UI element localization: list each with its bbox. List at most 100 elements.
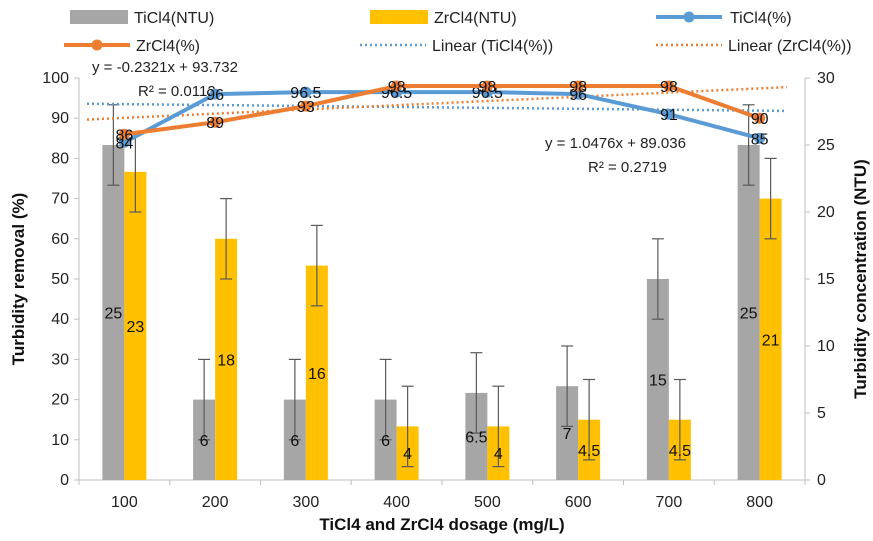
line-data-label: 96.5 xyxy=(472,85,503,102)
bar-data-label: 4.5 xyxy=(669,443,691,460)
y-tick-label: 50 xyxy=(51,271,69,288)
line-point xyxy=(754,132,766,144)
line-point xyxy=(391,80,403,92)
y2-axis-title: Turbidity concentration (NTU) xyxy=(851,159,870,399)
trendline-equation-zrcl4: y = 1.0476x + 89.036 xyxy=(545,135,686,152)
line-data-label: 96 xyxy=(569,87,587,104)
bar-data-label: 4 xyxy=(494,446,503,463)
bar-data-label: 6 xyxy=(200,433,209,450)
y2-tick-label: 30 xyxy=(817,70,835,87)
line-data-label: 91 xyxy=(660,107,678,124)
line-data-label: 84 xyxy=(115,135,133,152)
bar-ticl4 xyxy=(102,145,125,480)
line-point xyxy=(663,108,675,120)
bar-ticl4 xyxy=(465,392,488,480)
y-tick-label: 30 xyxy=(51,351,69,368)
line-data-label: 89 xyxy=(206,115,224,132)
x-tick-label: 800 xyxy=(746,494,773,511)
bar-zrcl4 xyxy=(215,238,238,480)
legend-label-zrcl4-ntu: ZrCl4(NTU) xyxy=(434,10,517,27)
line-data-label: 96 xyxy=(206,87,224,104)
line-point xyxy=(663,80,675,92)
bar-zrcl4 xyxy=(305,265,328,480)
line-point xyxy=(300,86,312,98)
y-tick-label: 100 xyxy=(42,70,69,87)
y-tick-label: 40 xyxy=(51,311,69,328)
y2-tick-label: 5 xyxy=(817,405,826,422)
bar-data-label: 18 xyxy=(217,352,235,369)
legend-marker-zrcl4-pct xyxy=(91,39,103,51)
plot-area: 0 10 20 30 40 50 60 70 80 90 100 0 5 10 15 20 25 30 100 200… xyxy=(42,70,835,511)
bar-data-label: 15 xyxy=(649,373,667,390)
legend-label-linear-ticl4: Linear (TiCl4(%)) xyxy=(432,38,553,55)
line-series-zrcl4 xyxy=(124,84,761,137)
legend-label-zrcl4-pct: ZrCl4(%) xyxy=(136,38,200,55)
line-data-label: 98 xyxy=(388,79,406,96)
legend: TiCl4(NTU) ZrCl4(NTU) TiCl4(%) ZrCl4(%) … xyxy=(64,10,852,55)
bar-data-label: 6 xyxy=(381,433,390,450)
line-point xyxy=(209,88,221,100)
line-point xyxy=(118,128,130,140)
line-data-label: 90 xyxy=(751,111,769,128)
trendline-r2-ticl4: R² = 0.0112 xyxy=(138,83,216,100)
x-axis-title: TiCl4 and ZrCl4 dosage (mg/L) xyxy=(319,515,564,534)
line-series-ticl4 xyxy=(123,90,761,145)
bar-zrcl4 xyxy=(759,198,782,480)
y-tick-label: 0 xyxy=(60,472,69,489)
bar-ticl4 xyxy=(646,279,669,480)
bar-data-label: 23 xyxy=(126,319,144,336)
bar-data-label: 25 xyxy=(740,306,758,323)
bar-zrcl4 xyxy=(124,171,147,481)
bar-data-label: 6 xyxy=(290,433,299,450)
line-point xyxy=(754,112,766,124)
line-data-label: 85 xyxy=(751,131,769,148)
y2-tick-label: 25 xyxy=(817,137,835,154)
line-data-label: 98 xyxy=(478,79,496,96)
line-point xyxy=(572,88,584,100)
x-tick-label: 300 xyxy=(293,494,320,511)
line-data-label: 98 xyxy=(660,79,678,96)
y-tick-label: 10 xyxy=(51,432,69,449)
legend-label-linear-zrcl4: Linear (ZrCl4(%)) xyxy=(728,38,852,55)
x-tick-label: 200 xyxy=(202,494,229,511)
y-tick-label: 60 xyxy=(51,231,69,248)
line-point xyxy=(300,100,312,112)
trendline xyxy=(86,102,788,113)
bar-data-label: 7 xyxy=(563,426,572,443)
legend-swatch-ticl4-ntu xyxy=(70,10,128,24)
y-tick-label: 20 xyxy=(51,392,69,409)
legend-label-ticl4-ntu: TiCl4(NTU) xyxy=(134,10,214,27)
y-tick-label: 70 xyxy=(51,191,69,208)
y2-tick-label: 10 xyxy=(817,338,835,355)
y2-tick-label: 15 xyxy=(817,271,835,288)
trendline-r2-zrcl4: R² = 0.2719 xyxy=(588,159,667,176)
bar-data-label: 6.5 xyxy=(465,429,487,446)
legend-label-ticl4-pct: TiCl4(%) xyxy=(730,10,792,27)
bar-data-label: 4.5 xyxy=(578,443,600,460)
legend-swatch-zrcl4-ntu xyxy=(370,10,428,24)
trendline-equation-ticl4: y = -0.2321x + 93.732 xyxy=(92,59,238,76)
line-point xyxy=(572,80,584,92)
line-data-label: 93 xyxy=(297,99,315,116)
y-tick-label: 80 xyxy=(51,150,69,167)
bar-data-label: 4 xyxy=(403,446,412,463)
line-point xyxy=(118,136,130,148)
bar-data-label: 16 xyxy=(308,366,326,383)
x-tick-label: 100 xyxy=(111,494,138,511)
line-data-label: 96.5 xyxy=(290,85,321,102)
legend-marker-ticl4-pct xyxy=(683,11,695,23)
trendline xyxy=(86,85,788,121)
x-tick-label: 400 xyxy=(383,494,410,511)
bar-ticl4 xyxy=(737,145,760,480)
y-tick-label: 90 xyxy=(51,110,69,127)
line-data-label: 86 xyxy=(115,127,133,144)
y2-tick-label: 20 xyxy=(817,204,835,221)
bar-data-label: 25 xyxy=(104,306,122,323)
line-data-label: 98 xyxy=(569,79,587,96)
x-tick-label: 600 xyxy=(565,494,592,511)
bar-ticl4 xyxy=(556,386,579,480)
y2-tick-label: 0 xyxy=(817,472,826,489)
line-point xyxy=(481,80,493,92)
y-axis-title: Turbidity removal (%) xyxy=(9,193,28,366)
